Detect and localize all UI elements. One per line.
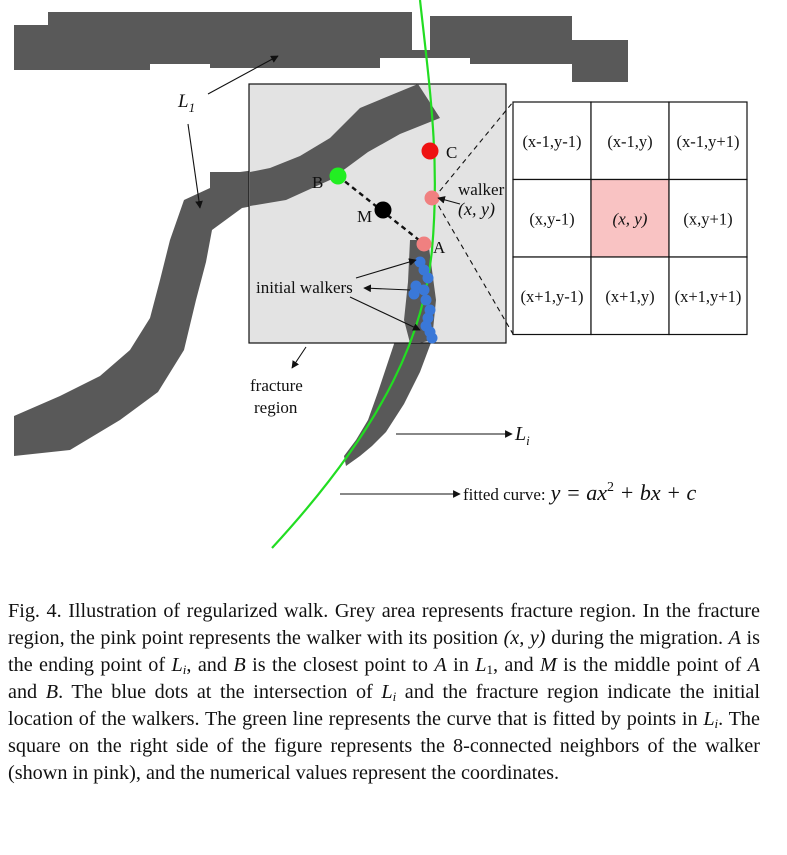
caption-math: L [381, 681, 393, 703]
neighbor-cell [668, 178, 748, 258]
point-m-dot [374, 201, 392, 219]
caption-math: L [703, 708, 715, 730]
neighbor-cell-label: (x+1,y-1) [521, 287, 584, 306]
label-li: Li [514, 423, 530, 448]
fitted-curve-line [271, 0, 437, 549]
caption-text: , and [186, 654, 234, 676]
neighbor-cell [668, 256, 748, 336]
label-walker-position: (x, y) [458, 199, 495, 220]
neighbor-cell-label: (x+1,y) [605, 287, 654, 306]
caption-math: A [728, 627, 741, 649]
label-c: C [446, 143, 457, 162]
caption-math: A [747, 654, 761, 676]
label-b: B [312, 173, 323, 192]
caption-text: is the closest point to [245, 654, 435, 676]
label-walker: walker [458, 180, 505, 199]
walker-dot [424, 190, 440, 206]
initial-walker-dots [408, 256, 438, 344]
label-region: region [254, 398, 298, 417]
figure: (x-1,y-1) (x-1,y) (x-1,y+1) (x,y-1) (x, y) (x… [14, 0, 748, 549]
label-fitted-curve: fitted curve: y = ax2 + bx + c [463, 480, 696, 505]
crack-l1-top [14, 12, 628, 82]
initial-walker-dot [418, 284, 430, 296]
caption-text: , and [492, 654, 540, 676]
caption-math-sub: i [392, 689, 397, 704]
point-b-dot [329, 167, 347, 185]
neighbor-cell [590, 256, 670, 336]
neighbor-cell [512, 256, 592, 336]
caption-math: L [475, 654, 487, 676]
neighbor-cell [512, 101, 592, 181]
caption-math-sub: 1 [486, 662, 493, 677]
arrow-l1-top [207, 55, 279, 95]
neighbor-cell [512, 178, 592, 258]
caption-text: Fig. 4. Illustration of regularized walk… [8, 600, 760, 649]
caption-text: during the migration. [545, 627, 729, 649]
caption-text: . The blue dots at the intersection of [58, 681, 382, 703]
neighbor-cell-label: (x, y) [613, 209, 648, 228]
arrow-l1-branch [187, 123, 203, 209]
dashed-link-top [433, 101, 514, 199]
caption-math: (x, y) [503, 627, 546, 649]
label-initial-walkers: initial walkers [256, 278, 353, 297]
point-c-dot [421, 142, 439, 160]
neighbor-cell-label: (x-1,y-1) [522, 132, 581, 151]
figure-canvas: (x-1,y-1) (x-1,y) (x-1,y+1) (x,y-1) (x, y) (x… [14, 0, 748, 549]
neighbor-cell-label: (x,y-1) [529, 209, 574, 228]
caption-math: M [539, 654, 557, 676]
caption-math: L [171, 654, 183, 676]
caption-math: A [434, 654, 447, 676]
arrow-initial-3 [349, 296, 421, 331]
caption-text: and the fracture region indicate the ini… [8, 681, 761, 730]
initial-walker-dot [426, 332, 438, 344]
label-m: M [357, 207, 372, 226]
caption-text: . The square on the right side of the fi… [8, 708, 760, 784]
neighbor-cell-label: (x-1,y+1) [677, 132, 740, 151]
label-l1: L1 [177, 91, 195, 115]
neighbor-cell-label: (x+1,y+1) [675, 287, 742, 306]
neighbor-grid: (x-1,y-1) (x-1,y) (x-1,y+1) (x,y-1) (x, y) (x… [512, 101, 748, 336]
neighbor-cell [590, 101, 670, 181]
point-a-dot [416, 236, 432, 252]
initial-walker-dot [420, 294, 432, 306]
label-fracture: fracture [250, 376, 303, 395]
caption-math: B [233, 654, 246, 676]
caption-text: in [446, 654, 476, 676]
caption-math-sub: i [182, 662, 187, 677]
caption-math: B [45, 681, 59, 703]
figure-caption: Fig. 4. Illustration of regularized walk… [8, 598, 760, 787]
arrow-fracture-region [291, 346, 307, 369]
label-a: A [433, 238, 446, 257]
arrow-walker [437, 196, 461, 205]
caption-text: is the middle point of [556, 654, 748, 676]
caption-text: is the ending point of [8, 627, 760, 676]
initial-walker-dot [422, 272, 434, 284]
arrow-initial-1 [355, 258, 417, 279]
caption-math-sub: i [714, 716, 719, 731]
neighbor-cell-label: (x-1,y) [607, 132, 652, 151]
caption-text: and [8, 681, 46, 703]
arrow-initial-2 [363, 284, 411, 293]
neighbor-cell-label: (x,y+1) [683, 209, 732, 228]
initial-walker-dot [408, 288, 420, 300]
